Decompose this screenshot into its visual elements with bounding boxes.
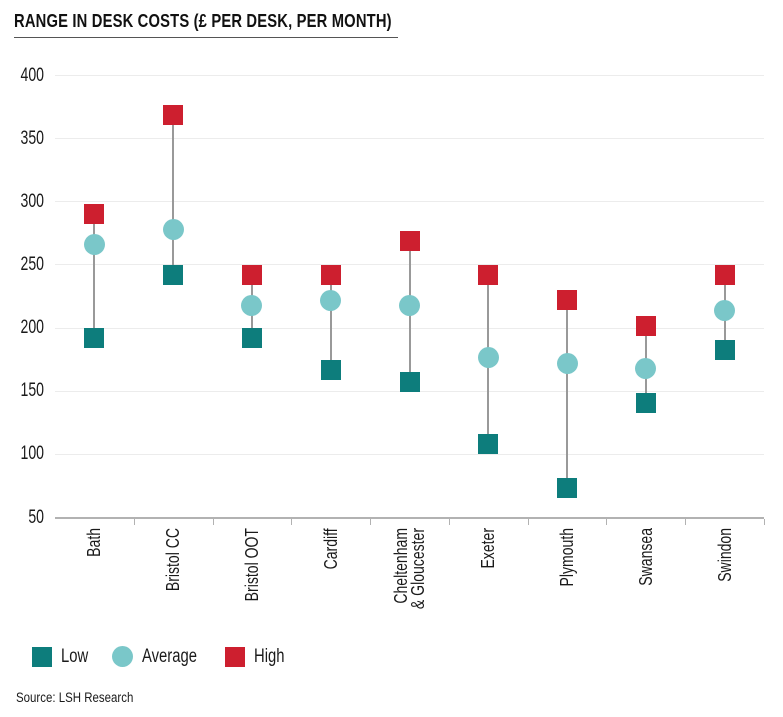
source-note: Source: LSH Research [16, 690, 134, 705]
high-marker [84, 204, 105, 225]
x-axis-category-label: Swansea [629, 528, 663, 648]
low-marker [320, 359, 341, 380]
high-marker [320, 265, 341, 286]
y-axis-tick-label: 50 [28, 506, 44, 528]
x-axis-tick [133, 518, 135, 525]
average-marker [399, 294, 420, 316]
x-axis-category-label-text: Cheltenham & Gloucester [390, 528, 428, 610]
high-marker [478, 265, 499, 286]
average-marker [477, 346, 499, 368]
y-axis-tick-label: 300 [20, 190, 44, 212]
x-axis-tick [370, 518, 372, 525]
high-marker [557, 290, 578, 311]
gridline [55, 453, 764, 455]
range-line [93, 214, 96, 339]
x-axis-category-label: Bath [77, 528, 111, 648]
average-marker [714, 299, 736, 321]
x-axis-category-label-text: Plymouth [556, 528, 577, 587]
low-marker [714, 339, 735, 360]
x-axis-category-label: Swindon [708, 528, 742, 648]
low-marker [478, 434, 499, 455]
chart-title: RANGE IN DESK COSTS (£ PER DESK, PER MON… [14, 11, 392, 31]
y-axis-tick-label: 150 [20, 380, 44, 402]
x-axis-tick [212, 518, 214, 525]
y-axis-tick-label: 400 [20, 64, 44, 86]
x-axis-tick [527, 518, 529, 525]
x-axis-category-label-text: Cardiff [320, 528, 341, 570]
high-marker [399, 230, 420, 251]
low-marker [635, 392, 656, 413]
average-marker [320, 289, 342, 311]
average-marker [556, 352, 578, 374]
y-axis-tick-label: 250 [20, 253, 44, 275]
range-line [172, 114, 175, 276]
average-marker [635, 357, 657, 379]
legend-low-marker [32, 646, 52, 667]
range-line [329, 275, 332, 370]
low-marker [163, 265, 184, 286]
legend-label: Low [61, 645, 89, 667]
y-axis-tick-label: 100 [20, 443, 44, 465]
high-marker [241, 265, 262, 286]
x-axis-tick [764, 518, 765, 525]
low-marker [84, 328, 105, 349]
legend-item-low: Low [32, 646, 96, 667]
x-axis-category-label-text: Swindon [714, 528, 735, 582]
x-axis-category-label-text: Bath [83, 528, 104, 557]
legend-label: Average [142, 645, 197, 667]
x-axis-tick [291, 518, 293, 525]
legend-label: High [254, 645, 285, 667]
gridline [55, 201, 764, 203]
low-marker [557, 478, 578, 499]
x-axis-category-label-text: Bristol CC [162, 528, 183, 592]
high-marker [714, 265, 735, 286]
x-axis-tick [606, 518, 608, 525]
title-underline [14, 37, 398, 38]
x-axis-category-label: Exeter [471, 528, 505, 648]
x-axis-line [55, 516, 764, 519]
x-axis-category-label-text: Exeter [477, 528, 498, 569]
legend-item-average: Average [112, 646, 212, 667]
high-marker [163, 104, 184, 125]
legend-average-marker [112, 646, 133, 667]
x-axis-tick [448, 518, 450, 525]
y-axis-tick-label: 200 [20, 317, 44, 339]
x-axis-category-label: Bristol OOT [235, 528, 269, 648]
average-marker [83, 234, 105, 256]
range-line [566, 300, 569, 489]
gridline [55, 75, 764, 76]
x-axis-category-label: Bristol CC [156, 528, 190, 648]
average-marker [241, 294, 263, 316]
legend-high-marker [225, 646, 245, 667]
y-axis-tick-label: 350 [20, 127, 44, 149]
x-axis-category-label-text: Bristol OOT [241, 528, 262, 602]
low-marker [241, 328, 262, 349]
low-marker [399, 372, 420, 393]
x-axis-tick [685, 518, 687, 525]
high-marker [635, 315, 656, 336]
x-axis-category-label: Plymouth [550, 528, 584, 648]
gridline [55, 138, 764, 140]
x-axis-category-label: Cheltenham & Gloucester [390, 528, 428, 648]
x-axis-category-label-text: Swansea [635, 528, 656, 586]
average-marker [162, 219, 184, 241]
legend-item-high: High [225, 646, 293, 667]
x-axis-category-label: Cardiff [314, 528, 348, 648]
